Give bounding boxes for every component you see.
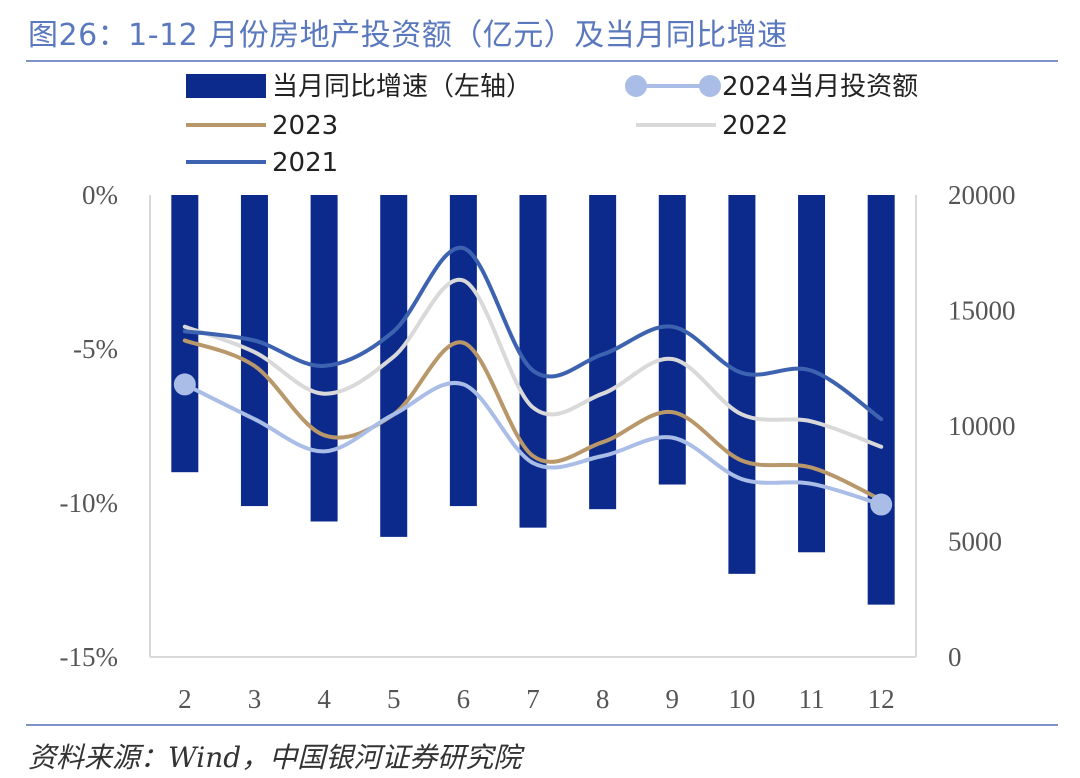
line-2023	[182, 338, 884, 502]
x-tick-label: 11	[799, 684, 825, 714]
legend-swatch-bars	[186, 74, 266, 98]
right-tick-label: 15000	[948, 296, 1016, 326]
right-tick-label: 0	[948, 642, 962, 672]
chart: 当月同比增速（左轴） 2024当月投资额 2023 2022 2021 0% -5…	[60, 72, 1016, 714]
x-tick-label: 9	[666, 684, 680, 714]
x-tick-label: 5	[387, 684, 401, 714]
title-divider	[26, 60, 1058, 62]
line-2021	[182, 245, 884, 422]
x-tick-label: 12	[868, 684, 895, 714]
bar-12	[867, 195, 895, 605]
footer-divider	[26, 724, 1058, 726]
legend-label-2023: 2023	[272, 111, 338, 141]
left-tick-label: -10%	[60, 488, 118, 518]
legend: 当月同比增速（左轴） 2024当月投资额 2023 2022 2021	[186, 72, 918, 178]
marker-2024当月投资额-2	[173, 373, 196, 396]
legend-label-2024: 2024当月投资额	[722, 72, 918, 102]
bar-series	[171, 195, 895, 605]
left-tick-label: -15%	[60, 642, 118, 672]
bar-10	[728, 195, 756, 574]
bar-4	[310, 195, 338, 522]
legend-marker-2024-left	[625, 75, 647, 97]
axis-ticks: 0% -5% -10% -15% 20000 15000 10000 5000 0 2 3 4 5 6 7 8…	[60, 180, 1016, 714]
x-tick-label: 3	[248, 684, 262, 714]
chart-title: 图26：1-12 月份房地产投资额（亿元）及当月同比增速	[28, 18, 788, 53]
legend-label-bars: 当月同比增速（左轴）	[272, 72, 532, 102]
right-tick-label: 10000	[948, 411, 1016, 441]
legend-label-2022: 2022	[722, 111, 788, 141]
x-tick-label: 2	[178, 684, 192, 714]
line-2024当月投资额	[182, 380, 884, 507]
x-tick-label: 8	[596, 684, 610, 714]
source-note: 资料来源：Wind，中国银河证券研究院	[28, 741, 522, 774]
marker-2024当月投资额-12	[870, 493, 893, 516]
x-tick-label: 7	[526, 684, 540, 714]
left-tick-label: -5%	[73, 334, 118, 364]
legend-label-2021: 2021	[272, 148, 338, 178]
right-tick-label: 20000	[948, 180, 1016, 210]
x-tick-label: 10	[728, 684, 755, 714]
x-tick-label: 6	[457, 684, 471, 714]
x-tick-label: 4	[317, 684, 331, 714]
line-series	[173, 245, 893, 516]
left-tick-label: 0%	[82, 180, 118, 210]
line-2022	[182, 277, 884, 449]
right-tick-label: 5000	[948, 527, 1002, 557]
legend-marker-2024-right	[699, 75, 721, 97]
